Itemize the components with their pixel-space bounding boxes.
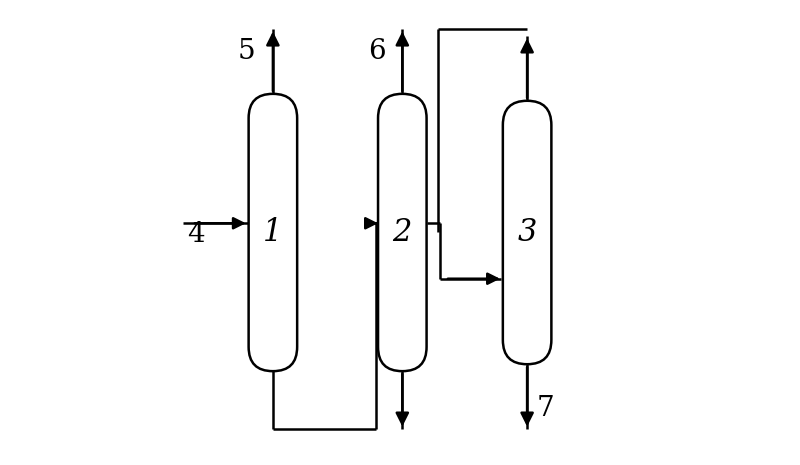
Text: 7: 7 xyxy=(537,395,554,422)
Text: 5: 5 xyxy=(238,38,255,65)
Text: 2: 2 xyxy=(393,217,412,248)
Text: 6: 6 xyxy=(368,38,386,65)
FancyBboxPatch shape xyxy=(503,101,551,364)
FancyBboxPatch shape xyxy=(249,94,297,371)
Text: 4: 4 xyxy=(187,221,205,248)
Text: 3: 3 xyxy=(518,217,537,248)
Text: 1: 1 xyxy=(263,217,282,248)
FancyBboxPatch shape xyxy=(378,94,426,371)
